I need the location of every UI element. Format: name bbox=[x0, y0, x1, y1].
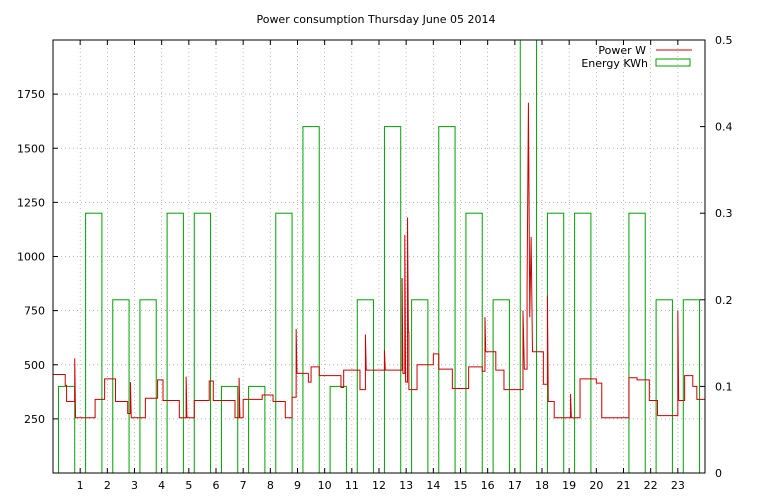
x-tick-label: 16 bbox=[481, 479, 495, 492]
chart-title: Power consumption Thursday June 05 2014 bbox=[256, 13, 495, 26]
x-tick-label: 14 bbox=[426, 479, 440, 492]
energy-bar bbox=[220, 385, 239, 474]
energy-bar bbox=[166, 212, 184, 474]
energy-bar bbox=[628, 212, 646, 474]
x-tick-label: 10 bbox=[318, 479, 332, 492]
x-tick-label: 20 bbox=[589, 479, 603, 492]
x-tick-label: 23 bbox=[671, 479, 685, 492]
energy-bar bbox=[465, 212, 483, 474]
x-tick-label: 12 bbox=[372, 479, 386, 492]
y2-tick-label: 0 bbox=[715, 467, 722, 480]
x-tick-label: 4 bbox=[158, 479, 165, 492]
legend: Power W Energy KWh bbox=[581, 44, 692, 70]
energy-bar bbox=[438, 126, 456, 474]
y2-tick-label: 0.4 bbox=[715, 121, 733, 134]
y2-tick-label: 0.3 bbox=[715, 207, 733, 220]
x-tick-label: 1 bbox=[77, 479, 84, 492]
x-tick-label: 11 bbox=[345, 479, 359, 492]
energy-bar bbox=[193, 212, 212, 474]
legend-label-power: Power W bbox=[598, 44, 646, 57]
x-tick-label: 15 bbox=[454, 479, 468, 492]
y-ticks-layer: 250 500 750 1000 1250 1500 1750 bbox=[17, 88, 58, 426]
x-tick-label: 22 bbox=[644, 479, 658, 492]
y2-tick-label: 0.1 bbox=[715, 380, 733, 393]
energy-bar bbox=[329, 385, 347, 474]
x-tick-label: 2 bbox=[104, 479, 111, 492]
y-tick-label: 1000 bbox=[17, 251, 45, 264]
energy-bar bbox=[546, 212, 565, 474]
x-tick-label: 5 bbox=[185, 479, 192, 492]
energy-bar bbox=[383, 126, 402, 474]
grid-layer bbox=[53, 40, 705, 473]
x-tick-label: 7 bbox=[240, 479, 247, 492]
x-ticks-layer: 1 2 3 4 5 6 7 8 9 10 11 12 13 14 15 16 17 18 19 20 21 22 23 bbox=[77, 40, 685, 492]
x-tick-label: 19 bbox=[562, 479, 576, 492]
legend-swatch-energy bbox=[655, 58, 691, 67]
x-tick-label: 6 bbox=[213, 479, 220, 492]
energy-bar bbox=[492, 299, 510, 474]
energy-bar bbox=[655, 299, 673, 474]
energy-bar bbox=[411, 299, 429, 474]
x-tick-label: 9 bbox=[294, 479, 301, 492]
energy-bar bbox=[85, 212, 103, 474]
y-tick-label: 750 bbox=[24, 305, 45, 318]
x-tick-label: 18 bbox=[535, 479, 549, 492]
x-tick-label: 8 bbox=[267, 479, 274, 492]
y-tick-label: 1750 bbox=[17, 88, 45, 101]
x-tick-label: 17 bbox=[508, 479, 522, 492]
y2-ticks-layer: 0 0.1 0.2 0.3 0.4 0.5 bbox=[700, 34, 733, 480]
y-tick-label: 250 bbox=[24, 413, 45, 426]
legend-label-energy: Energy KWh bbox=[581, 57, 648, 70]
energy-bar bbox=[574, 212, 592, 474]
y-tick-label: 500 bbox=[24, 359, 45, 372]
y2-tick-label: 0.2 bbox=[715, 294, 733, 307]
energy-bar bbox=[302, 126, 320, 474]
x-tick-label: 3 bbox=[131, 479, 138, 492]
energy-bar bbox=[275, 212, 293, 474]
x-tick-label: 13 bbox=[399, 479, 413, 492]
y2-tick-label: 0.5 bbox=[715, 34, 733, 47]
y-tick-label: 1500 bbox=[17, 142, 45, 155]
x-tick-label: 21 bbox=[617, 479, 631, 492]
y-tick-label: 1250 bbox=[17, 196, 45, 209]
power-line bbox=[53, 102, 705, 419]
energy-bar bbox=[139, 299, 157, 474]
power-line-layer bbox=[53, 102, 705, 419]
